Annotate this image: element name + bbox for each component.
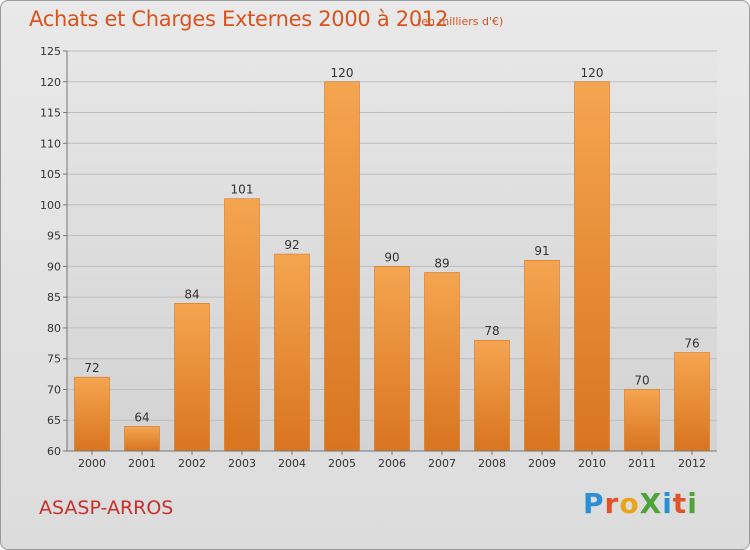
data-label-2001: 64 [134, 410, 149, 424]
data-label-2011: 70 [634, 373, 649, 387]
logo-letter: P [583, 487, 605, 520]
logo-letter: X [639, 487, 663, 520]
x-tick-label-2009: 2009 [528, 457, 556, 470]
logo-letter: o [619, 487, 640, 520]
y-tick-label: 125 [40, 45, 61, 58]
chart-subtitle: (en milliers d'€) [417, 15, 504, 28]
bar-2011 [624, 389, 660, 452]
y-tick-label: 85 [47, 291, 61, 304]
location-label: ASASP-ARROS [39, 497, 174, 519]
bar-2008 [474, 339, 510, 452]
y-tick-label: 120 [40, 76, 61, 89]
y-tick-label: 60 [47, 445, 61, 458]
x-tick-label-2003: 2003 [228, 457, 256, 470]
bar-2007 [424, 272, 460, 452]
data-label-2006: 90 [384, 250, 399, 264]
data-label-2005: 120 [331, 66, 354, 80]
bar-2012 [674, 352, 710, 452]
x-tick-label-2012: 2012 [678, 457, 706, 470]
y-tick-label: 100 [40, 199, 61, 212]
x-tick-label-2007: 2007 [428, 457, 456, 470]
y-tick-label: 80 [47, 322, 61, 335]
bar-2006 [374, 266, 410, 452]
x-tick-label-2006: 2006 [378, 457, 406, 470]
data-label-2003: 101 [231, 183, 254, 197]
x-tick-label-2004: 2004 [278, 457, 306, 470]
bar-2005 [324, 81, 360, 452]
x-tick-label-2010: 2010 [578, 457, 606, 470]
data-label-2010: 120 [581, 66, 604, 80]
y-tick-label: 95 [47, 230, 61, 243]
chart-title: Achats et Charges Externes 2000 à 2012 [29, 7, 449, 31]
y-tick-label: 105 [40, 168, 61, 181]
logo-letter: i [662, 487, 673, 520]
x-tick-label-2001: 2001 [128, 457, 156, 470]
logo-letter: i [687, 487, 698, 520]
x-tick-label-2002: 2002 [178, 457, 206, 470]
data-label-2009: 91 [534, 244, 549, 258]
bar-chart: 60 65 70 75 80 85 90 95 100 105 110 115 120 125 2000 20… [40, 45, 717, 470]
bar-2000 [74, 376, 110, 452]
logo-letter: r [604, 487, 620, 520]
y-tick-label: 110 [40, 137, 61, 150]
y-tick-label: 75 [47, 353, 61, 366]
logo-letter: t [672, 487, 688, 520]
y-tick-label: 115 [40, 107, 61, 120]
bar-2010 [574, 81, 610, 452]
data-label-2002: 84 [184, 287, 199, 301]
y-tick-label: 65 [47, 414, 61, 427]
x-tick-label-2008: 2008 [478, 457, 506, 470]
data-label-2012: 76 [684, 337, 699, 351]
data-label-2004: 92 [284, 238, 299, 252]
y-tick-label: 90 [47, 260, 61, 273]
data-label-2008: 78 [484, 324, 499, 338]
bar-2002 [174, 303, 210, 452]
bar-2004 [274, 253, 310, 452]
bar-2001 [124, 426, 160, 452]
bar-2009 [524, 259, 560, 452]
bar-2003 [224, 198, 260, 452]
data-label-2000: 72 [84, 361, 99, 375]
x-tick-label-2000: 2000 [78, 457, 106, 470]
data-label-2007: 89 [434, 257, 449, 271]
x-tick-label-2011: 2011 [628, 457, 656, 470]
y-tick-label: 70 [47, 383, 61, 396]
x-tick-label-2005: 2005 [328, 457, 356, 470]
proxiti-logo[interactable]: ProXiti [583, 487, 698, 520]
